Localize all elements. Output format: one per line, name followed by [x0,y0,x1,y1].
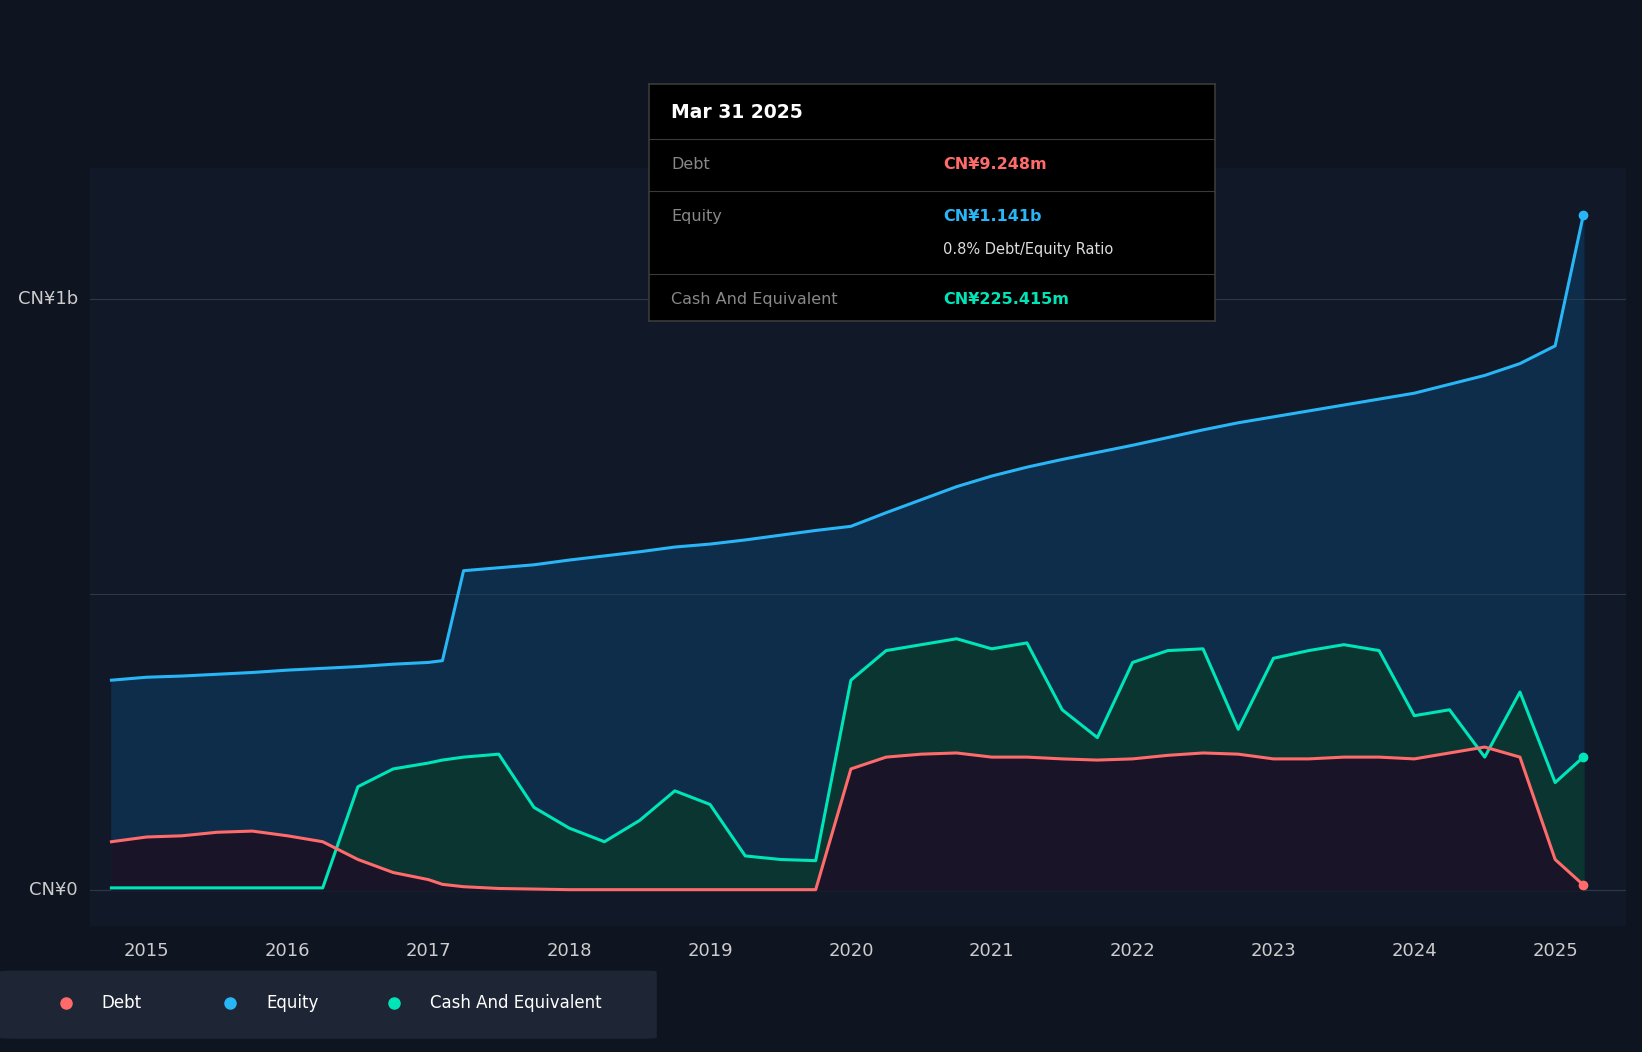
Text: CN¥0: CN¥0 [30,882,79,899]
Text: Cash And Equivalent: Cash And Equivalent [430,994,603,1012]
Text: Equity: Equity [672,209,722,224]
Text: CN¥9.248m: CN¥9.248m [943,157,1048,173]
Text: CN¥225.415m: CN¥225.415m [943,292,1069,307]
Text: CN¥1.141b: CN¥1.141b [943,209,1041,224]
Text: Debt: Debt [102,994,141,1012]
Text: Cash And Equivalent: Cash And Equivalent [672,292,837,307]
Text: CN¥1b: CN¥1b [18,289,79,307]
Text: 0.8% Debt/Equity Ratio: 0.8% Debt/Equity Ratio [943,242,1113,258]
Text: Debt: Debt [672,157,709,173]
Text: Equity: Equity [266,994,319,1012]
Text: Mar 31 2025: Mar 31 2025 [672,103,803,122]
FancyBboxPatch shape [0,971,657,1038]
